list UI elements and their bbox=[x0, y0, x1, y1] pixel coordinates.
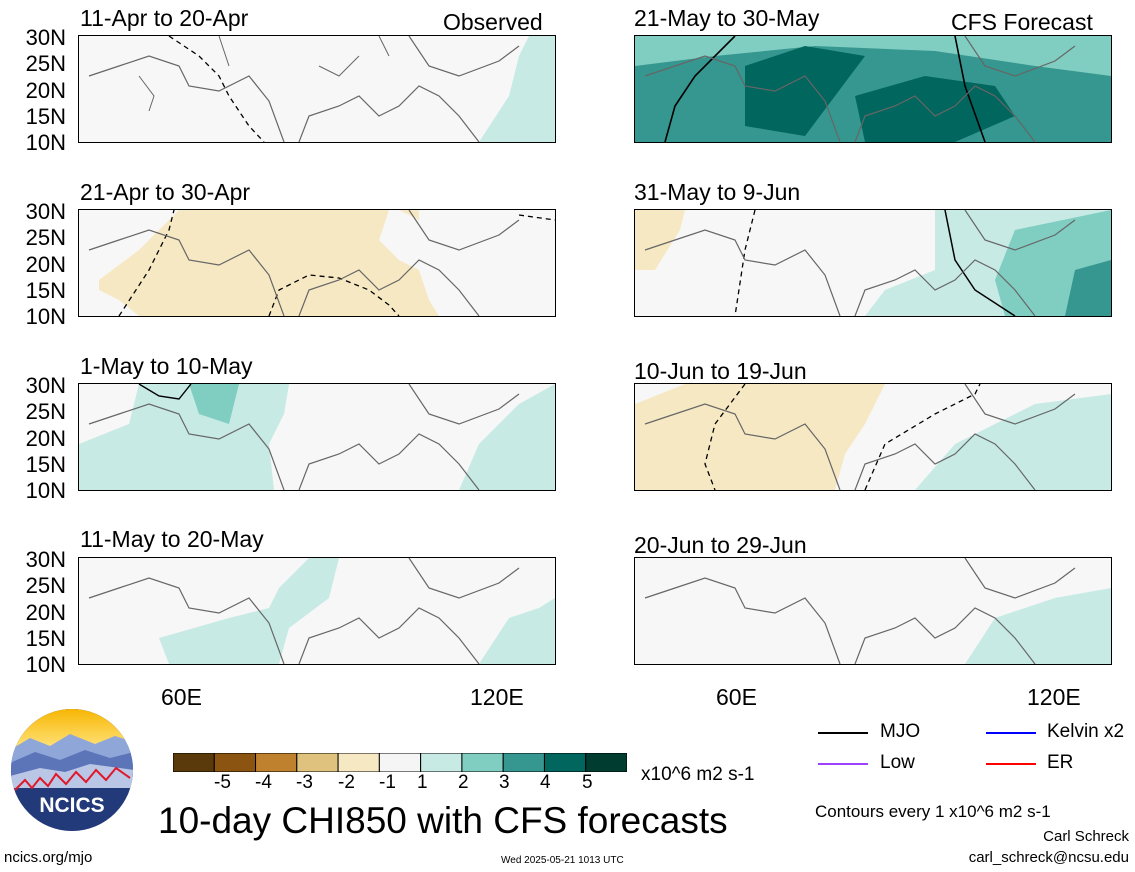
author-name: Carl Schreck bbox=[1043, 828, 1129, 845]
map-panel-1 bbox=[78, 35, 556, 143]
panel-title-3: 1-May to 10-May bbox=[80, 353, 253, 379]
lat-label: 10N bbox=[25, 652, 66, 677]
colorbar-swatch bbox=[337, 752, 380, 773]
colorbar-ticks: -5 -4 -3 -2 -1 1 2 3 4 5 bbox=[173, 772, 627, 796]
lat-label: 30N bbox=[25, 199, 66, 224]
legend-label-kelvin: Kelvin x2 bbox=[1047, 721, 1125, 742]
lat-label: 15N bbox=[25, 626, 66, 651]
legend-line-kelvin bbox=[986, 732, 1036, 734]
legend-line-er bbox=[986, 763, 1036, 765]
lat-label: 10N bbox=[25, 304, 66, 329]
lon-label: 120E bbox=[1027, 684, 1081, 710]
legend-label-er: ER bbox=[1047, 752, 1074, 773]
observed-tag: Observed bbox=[443, 9, 543, 35]
lat-label: 20N bbox=[25, 252, 66, 277]
lat-label: 20N bbox=[25, 78, 66, 103]
panel-title-2: 21-Apr to 30-Apr bbox=[80, 179, 251, 205]
legend-line-low bbox=[818, 763, 868, 765]
map-panel-2 bbox=[78, 209, 556, 317]
panel-title-8: 20-Jun to 29-Jun bbox=[634, 532, 807, 558]
colorbar-tick: 2 bbox=[458, 772, 469, 793]
logo-text: NCICS bbox=[39, 794, 104, 817]
main-title: 10-day CHI850 with CFS forecasts bbox=[158, 800, 728, 841]
map-panel-7 bbox=[634, 383, 1112, 491]
legend-label-low: Low bbox=[880, 752, 915, 773]
lat-label: 20N bbox=[25, 600, 66, 625]
panel-title-7: 10-Jun to 19-Jun bbox=[634, 358, 807, 384]
lat-label: 20N bbox=[25, 426, 66, 451]
timestamp: Wed 2025-05-21 1013 UTC bbox=[501, 855, 624, 866]
panel-title-4: 11-May to 20-May bbox=[80, 526, 264, 552]
colorbar-tick: -2 bbox=[338, 772, 355, 793]
colorbar-swatch bbox=[420, 752, 463, 773]
lat-label: 25N bbox=[25, 51, 66, 76]
map-panel-5 bbox=[634, 35, 1112, 143]
legend-label-mjo: MJO bbox=[880, 721, 921, 742]
colorbar-swatch bbox=[543, 752, 587, 773]
colorbar-tick: 4 bbox=[540, 772, 551, 793]
lat-label: 25N bbox=[25, 573, 66, 598]
lon-label: 60E bbox=[716, 684, 757, 710]
colorbar-tick: -5 bbox=[214, 772, 231, 793]
footer-url: ncics.org/mjo bbox=[4, 849, 93, 866]
panel-title-6: 31-May to 9-Jun bbox=[634, 179, 801, 205]
ncics-logo: NCICS bbox=[10, 708, 134, 832]
colorbar-units: x10^6 m2 s-1 bbox=[641, 764, 755, 785]
colorbar-swatch bbox=[172, 752, 215, 773]
colorbar-swatch bbox=[585, 752, 628, 773]
panel-title-5: 21-May to 30-May bbox=[634, 5, 820, 31]
map-panel-3 bbox=[78, 383, 556, 491]
map-panel-4 bbox=[78, 557, 556, 665]
colorbar-tick: 1 bbox=[417, 772, 428, 793]
lat-label: 25N bbox=[25, 399, 66, 424]
lat-label: 30N bbox=[25, 25, 66, 50]
lat-label: 10N bbox=[25, 478, 66, 503]
map-panel-6 bbox=[634, 209, 1112, 317]
lat-label: 25N bbox=[25, 225, 66, 250]
colorbar-tick: -3 bbox=[296, 772, 313, 793]
colorbar-tick: -1 bbox=[379, 772, 396, 793]
legend-line-mjo bbox=[818, 732, 868, 734]
forecast-tag: CFS Forecast bbox=[951, 9, 1093, 35]
colorbar bbox=[172, 752, 628, 773]
lat-label: 30N bbox=[25, 547, 66, 572]
map-panel-8 bbox=[634, 557, 1112, 665]
lat-label: 10N bbox=[25, 130, 66, 155]
lon-label: 60E bbox=[161, 684, 202, 710]
colorbar-tick: -4 bbox=[255, 772, 272, 793]
colorbar-swatch bbox=[296, 752, 339, 773]
colorbar-tick: 5 bbox=[582, 772, 593, 793]
lat-label: 15N bbox=[25, 104, 66, 129]
colorbar-swatch bbox=[461, 752, 504, 773]
lon-label: 120E bbox=[470, 684, 524, 710]
colorbar-swatch bbox=[378, 752, 422, 773]
lat-label: 15N bbox=[25, 278, 66, 303]
lat-label: 30N bbox=[25, 373, 66, 398]
colorbar-swatch bbox=[255, 752, 298, 773]
panel-title-1: 11-Apr to 20-Apr bbox=[80, 5, 249, 31]
author-email: carl_schreck@ncsu.edu bbox=[968, 849, 1129, 866]
colorbar-swatch bbox=[213, 752, 257, 773]
lat-label: 15N bbox=[25, 452, 66, 477]
colorbar-tick: 3 bbox=[499, 772, 510, 793]
contours-note: Contours every 1 x10^6 m2 s-1 bbox=[815, 802, 1051, 821]
colorbar-swatch bbox=[502, 752, 545, 773]
